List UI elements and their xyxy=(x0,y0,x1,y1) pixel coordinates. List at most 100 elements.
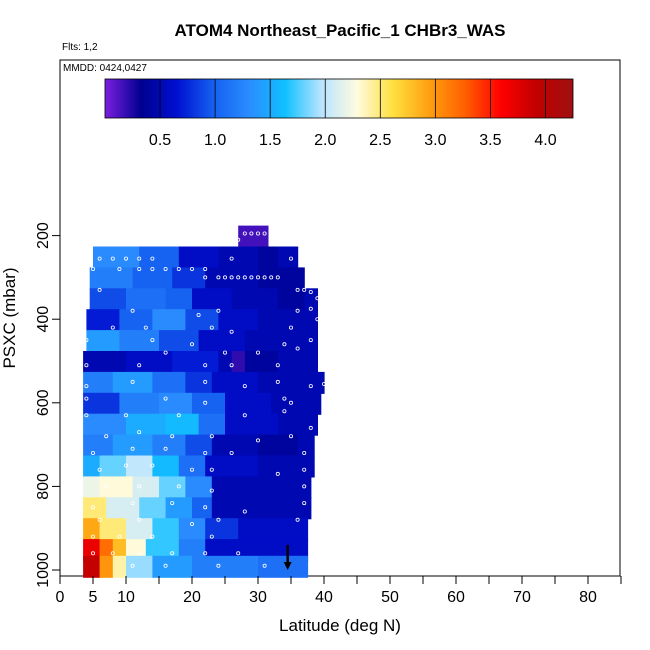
heat-cell xyxy=(152,555,193,578)
sample-point xyxy=(275,275,280,280)
heat-cell xyxy=(198,413,226,436)
heat-cell xyxy=(93,246,140,269)
chart-title: ATOM4 Northeast_Pacific_1 CHBr3_WAS xyxy=(175,21,506,40)
sample-point xyxy=(222,350,227,355)
sample-point xyxy=(84,338,89,343)
heat-cell xyxy=(83,476,101,499)
heat-cell xyxy=(277,288,305,311)
sample-point xyxy=(91,266,96,271)
sample-point xyxy=(242,275,247,280)
sample-point xyxy=(288,256,293,261)
sample-point xyxy=(130,379,135,384)
heat-cell xyxy=(112,539,127,562)
heat-cell xyxy=(185,371,213,394)
heat-cell xyxy=(83,434,114,457)
sample-point xyxy=(203,266,208,271)
sample-point xyxy=(209,434,214,439)
sample-point xyxy=(137,363,142,368)
sample-point xyxy=(288,400,293,405)
location-marker-layer xyxy=(283,544,292,570)
heat-cell xyxy=(152,309,186,332)
sample-point xyxy=(130,446,135,451)
sample-point xyxy=(203,275,208,280)
x-axis: 0 5 10 20 30 40 50 60 70 80 xyxy=(56,576,622,606)
heat-cell xyxy=(86,309,120,332)
sample-point xyxy=(84,384,89,389)
sample-point xyxy=(97,467,102,472)
sample-point xyxy=(91,450,96,455)
marker-arrowhead xyxy=(283,562,292,570)
heat-cell xyxy=(258,434,299,457)
sample-point xyxy=(229,256,234,261)
heat-cell xyxy=(258,309,318,332)
heat-cell xyxy=(165,413,200,436)
colorbar-tick-labels: 0.5 1.0 1.5 2.0 2.5 3.0 3.5 4.0 xyxy=(149,132,557,149)
colorbar-gradient xyxy=(104,78,574,119)
heat-cell xyxy=(244,351,279,373)
sample-point xyxy=(189,342,194,347)
sample-point xyxy=(295,287,300,292)
sample-point xyxy=(97,256,102,261)
heat-cell xyxy=(99,476,134,499)
heat-cell xyxy=(225,392,272,415)
sample-point xyxy=(150,463,155,468)
sample-point xyxy=(203,450,208,455)
heat-cell xyxy=(231,288,279,311)
heat-cell xyxy=(152,371,186,394)
sample-point xyxy=(209,325,214,330)
sample-points-layer xyxy=(84,231,326,568)
sample-point xyxy=(163,396,168,401)
heat-cell xyxy=(106,497,140,520)
heat-cell xyxy=(185,309,219,332)
heat-cell xyxy=(258,455,315,478)
sample-point xyxy=(242,509,247,514)
sample-point xyxy=(229,329,234,334)
sample-point xyxy=(176,484,181,489)
y-tick-label: 200 xyxy=(35,222,52,249)
heat-cell xyxy=(192,555,259,578)
sample-point xyxy=(137,430,142,435)
sample-point xyxy=(282,342,287,347)
sample-point xyxy=(203,551,208,556)
sample-point xyxy=(163,446,168,451)
heat-cell xyxy=(225,413,279,436)
sample-point xyxy=(97,287,102,292)
sample-point xyxy=(249,275,254,280)
colorbar-tick-label: 4.0 xyxy=(534,132,556,149)
heat-cell xyxy=(198,330,246,353)
sample-point xyxy=(275,379,280,384)
sample-point xyxy=(130,501,135,506)
heat-cell xyxy=(258,246,279,269)
sample-point xyxy=(84,396,89,401)
heat-cell xyxy=(83,539,101,562)
heat-cell xyxy=(165,288,193,311)
heat-cell xyxy=(126,288,167,311)
sample-point xyxy=(302,467,307,472)
sample-point xyxy=(110,325,115,330)
sample-point xyxy=(150,338,155,343)
heat-cell xyxy=(258,555,309,578)
heat-cell xyxy=(238,225,269,248)
heat-cell xyxy=(211,434,259,457)
sample-point xyxy=(216,517,221,522)
heat-cell xyxy=(185,434,213,457)
sample-point xyxy=(216,275,221,280)
y-tick-label: 400 xyxy=(35,306,52,333)
heat-cell xyxy=(172,351,219,373)
sample-point xyxy=(302,450,307,455)
heat-cell xyxy=(119,309,153,332)
heat-cell xyxy=(297,434,315,457)
sample-point xyxy=(302,484,307,489)
sample-point xyxy=(143,325,148,330)
heat-cell xyxy=(211,497,312,520)
heat-cell xyxy=(178,246,219,269)
sample-point xyxy=(124,463,129,468)
heat-cell xyxy=(83,455,101,478)
heat-cell xyxy=(172,267,206,290)
heat-cell xyxy=(89,288,127,311)
plot-frame xyxy=(59,59,621,577)
x-tick-label: 0 xyxy=(56,589,65,606)
dates-note: MMDD: 0424,0427 xyxy=(63,63,147,74)
sample-point xyxy=(117,534,122,539)
